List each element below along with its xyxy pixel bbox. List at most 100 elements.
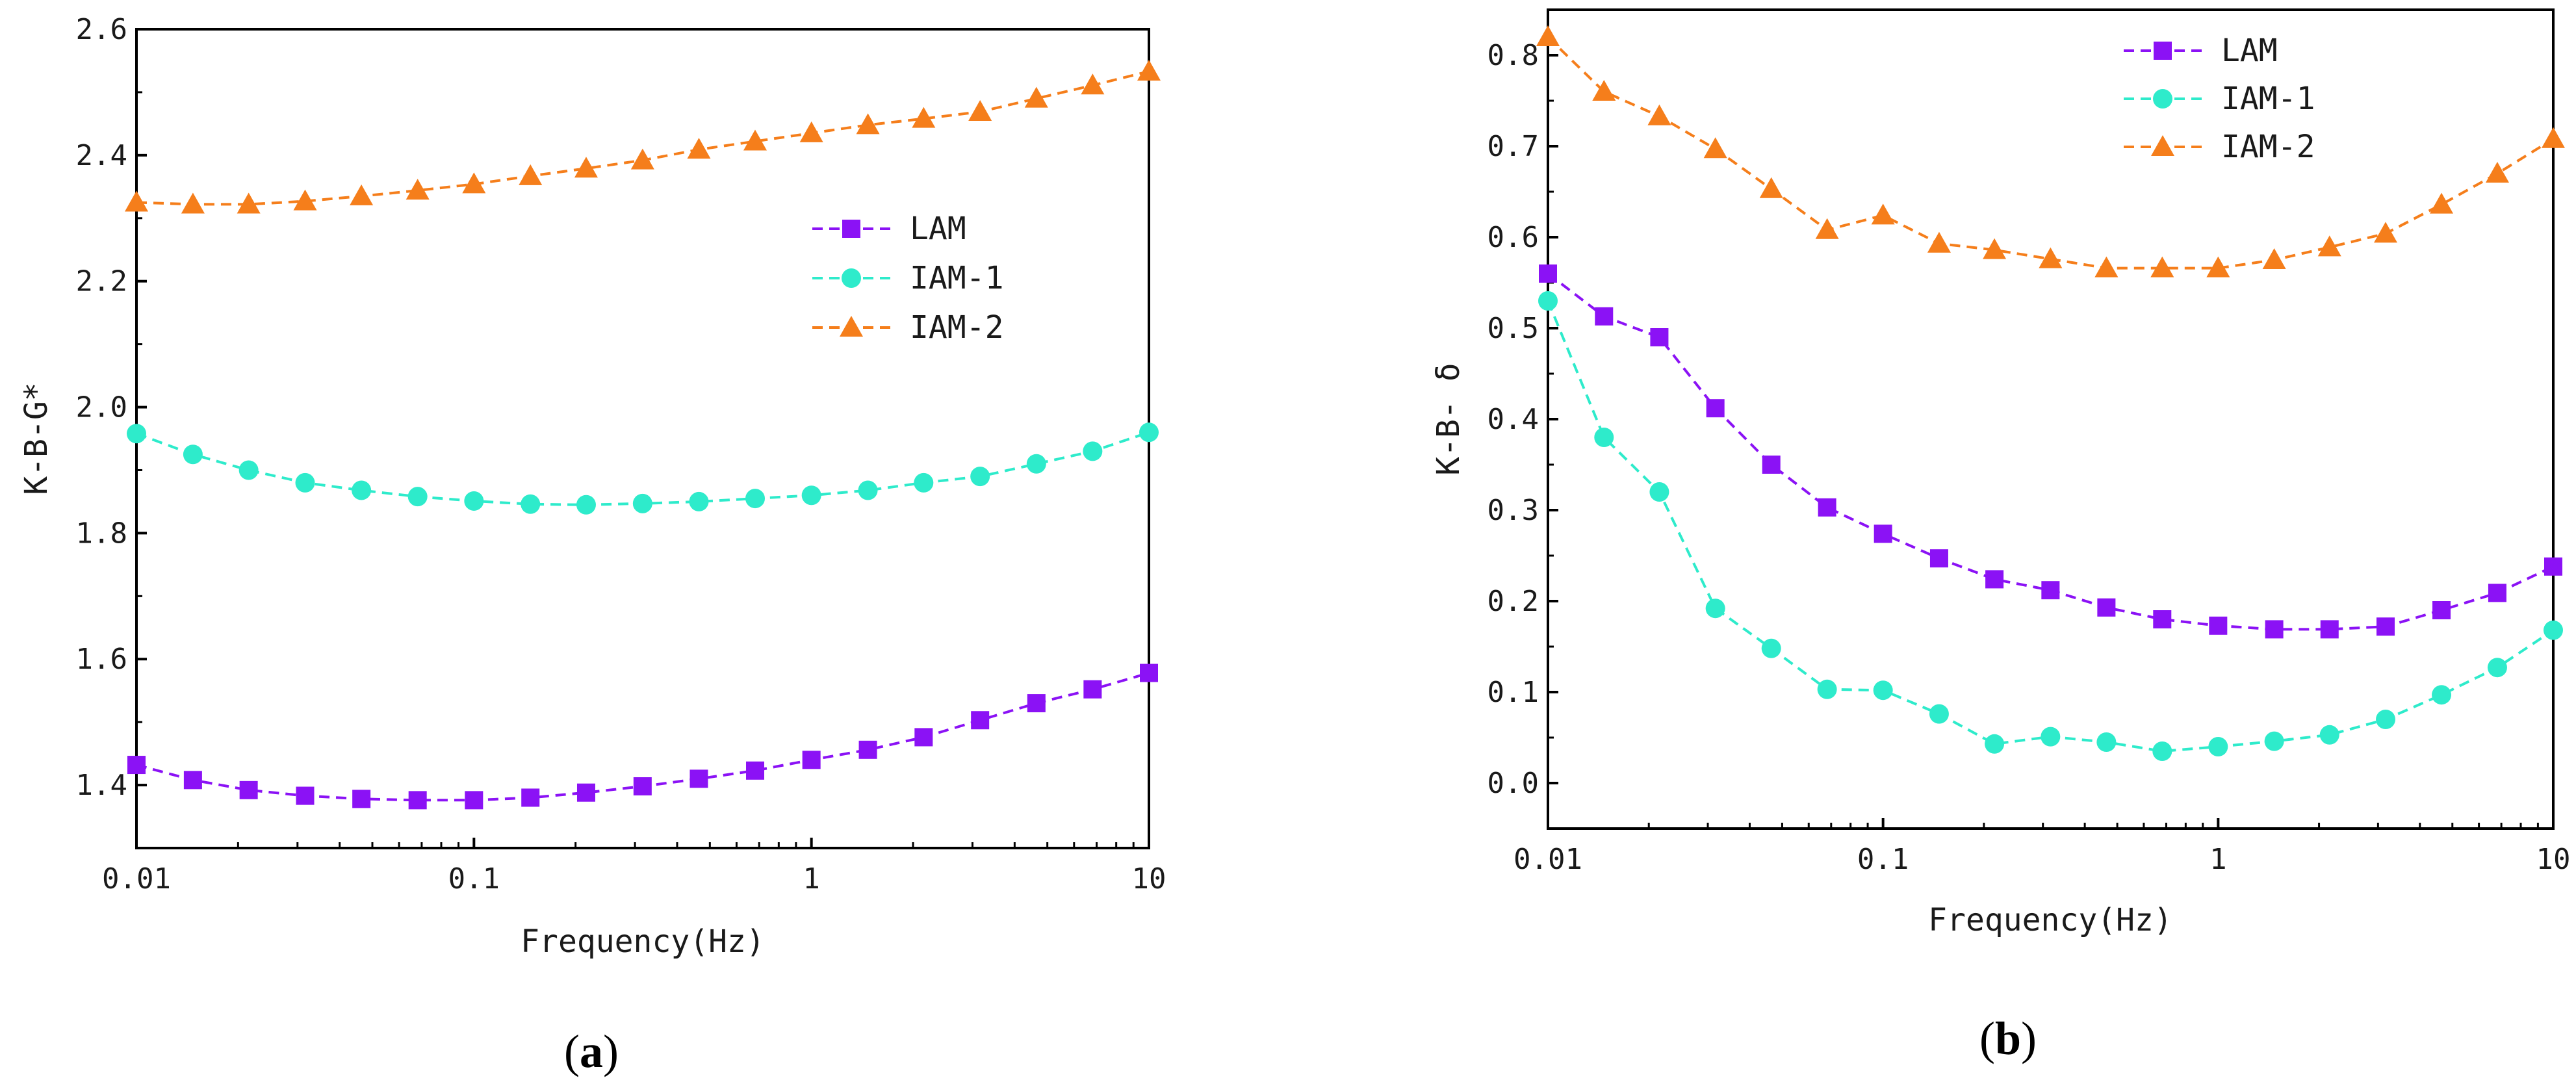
panel-b-series-line-iam-1 <box>1547 300 2555 753</box>
panel-a-point-lam <box>746 761 765 780</box>
panel-b-point-iam-2 <box>2150 256 2174 277</box>
panel-a-point-iam-2 <box>519 164 543 185</box>
panel-b-y-tick-label: 0.3 <box>1488 494 1539 527</box>
panel-b-x-tick-label: 0.01 <box>1513 843 1582 876</box>
panel-b-y-tick-label: 0.2 <box>1488 585 1539 618</box>
panel-a-point-lam <box>183 771 202 790</box>
panel-b-point-iam-2 <box>1536 25 1560 46</box>
panel-a-point-iam-1 <box>183 444 203 465</box>
panel-b-plot-frame <box>1547 8 2555 830</box>
panel-b-point-iam-1 <box>2041 727 2061 747</box>
panel-a-point-iam-2 <box>350 184 374 205</box>
panel-b-point-iam-2 <box>1759 177 1783 198</box>
panel-a-y-tick-label: 2.2 <box>76 265 127 298</box>
panel-a-legend-marker-lam <box>842 220 860 238</box>
panel-b-point-iam-1 <box>2432 685 2452 705</box>
panel-b-point-iam-1 <box>1761 638 1781 658</box>
panel-a-point-iam-2 <box>237 192 261 214</box>
panel-b-point-lam <box>1650 328 1669 346</box>
panel-a-point-iam-1 <box>801 485 821 506</box>
panel-a-point-lam <box>633 777 652 796</box>
panel-a-point-iam-1 <box>576 495 596 515</box>
panel-a-y-tick-label: 1.4 <box>76 769 127 802</box>
panel-a-point-iam-1 <box>295 472 315 493</box>
panel-a-chart: 1.4 1.6 1.8 2.0 2.2 2.4 2.6 0.01 0.1 1 10 Frequency… <box>18 13 1166 960</box>
panel-a-caption: (a) <box>564 1025 619 1077</box>
panel-b-point-iam-1 <box>2264 731 2284 751</box>
panel-a-point-iam-1 <box>689 491 709 511</box>
panel-b-point-iam-2 <box>1647 104 1671 125</box>
panel-a-point-lam <box>858 740 877 759</box>
panel-a-point-lam <box>1140 663 1158 682</box>
panel-b-x-axis-title: Frequency(Hz) <box>1928 902 2172 938</box>
panel-a-point-lam <box>296 786 315 805</box>
panel-b-point-lam <box>1539 264 1557 283</box>
panel-a-point-iam-1 <box>858 480 878 500</box>
panel-a-point-iam-1 <box>914 472 934 493</box>
panel-a-point-iam-2 <box>406 179 430 200</box>
panel-b-legend-marker-lam <box>2154 42 2172 60</box>
panel-a-point-iam-2 <box>293 189 317 211</box>
panel-a-point-iam-2 <box>799 121 823 142</box>
panel-a-series-line-iam-2 <box>136 70 1150 206</box>
panel-b-point-lam <box>1929 549 1948 568</box>
panel-a-y-tick-label: 2.0 <box>76 391 127 424</box>
panel-a-point-iam-1 <box>127 424 146 444</box>
panel-a-legend-label-iam-2: IAM-2 <box>910 309 1004 346</box>
panel-a-legend-marker-iam-2 <box>840 316 863 337</box>
panel-b-point-iam-1 <box>2096 732 2117 752</box>
panel-a-point-iam-1 <box>1083 441 1103 461</box>
panel-b-point-iam-2 <box>1815 218 1839 239</box>
panel-b-point-iam-1 <box>1649 482 1669 502</box>
panel-b-point-iam-1 <box>1817 679 1837 699</box>
panel-a-point-iam-1 <box>521 494 541 514</box>
panel-b-point-iam-2 <box>1703 137 1727 159</box>
panel-a-point-iam-1 <box>352 480 372 500</box>
panel-b-point-lam <box>2320 620 2339 639</box>
panel-b-point-iam-1 <box>2208 737 2228 756</box>
panel-b-y-tick-label: 0.7 <box>1488 130 1539 163</box>
panel-b-legend-label-iam-2: IAM-2 <box>2221 129 2315 165</box>
panel-b-y-tick-label: 0.8 <box>1488 39 1539 72</box>
panel-a-point-iam-2 <box>574 157 598 178</box>
panel-a-point-iam-2 <box>630 148 654 170</box>
panel-b-point-iam-2 <box>1927 231 1951 253</box>
panel-a-point-iam-1 <box>1026 454 1046 474</box>
panel-b-point-lam <box>2097 598 2116 617</box>
panel-b-point-iam-1 <box>1873 680 1893 701</box>
panel-b-point-iam-2 <box>2430 192 2454 214</box>
panel-b-point-lam <box>2153 610 2172 628</box>
panel-b-point-iam-1 <box>2152 741 2172 761</box>
panel-b-y-tick-label: 0.1 <box>1488 676 1539 709</box>
panel-b-caption: (b) <box>1979 1012 2037 1064</box>
panel-a-point-iam-2 <box>1137 59 1161 81</box>
panel-b-point-iam-2 <box>2317 235 2341 257</box>
panel-a-point-iam-2 <box>687 138 711 159</box>
panel-a-point-iam-2 <box>856 113 880 135</box>
panel-b-point-lam <box>2544 557 2562 576</box>
panel-a-legend-marker-iam-1 <box>842 268 861 288</box>
panel-b-point-lam <box>1595 307 1614 326</box>
panel-b-point-iam-1 <box>2487 658 2507 678</box>
panel-b-point-iam-1 <box>1538 291 1558 311</box>
panel-a-x-tick-label: 0.01 <box>102 862 171 895</box>
panel-b-point-lam <box>2488 584 2506 602</box>
panel-b-point-iam-2 <box>1592 80 1616 101</box>
panel-a-point-lam <box>127 756 146 775</box>
panel-a-point-lam <box>971 711 990 730</box>
panel-a-point-iam-2 <box>1081 73 1105 95</box>
panel-b-point-iam-1 <box>2544 620 2563 640</box>
panel-a-point-iam-2 <box>462 172 486 194</box>
panel-b-y-tick-label: 0.0 <box>1488 767 1539 800</box>
panel-a-point-iam-1 <box>464 491 484 511</box>
panel-b-point-iam-1 <box>2319 725 2339 745</box>
panel-a-y-tick-label: 1.6 <box>76 643 127 676</box>
panel-b-point-iam-2 <box>2262 248 2286 269</box>
panel-b-point-lam <box>1985 570 2004 589</box>
panel-a-point-lam <box>521 788 540 807</box>
panel-a-point-lam <box>689 769 708 788</box>
panel-a-y-axis-title: K-B-G* <box>18 382 55 495</box>
panel-b-point-lam <box>2432 601 2451 619</box>
panel-a-point-lam <box>465 791 483 810</box>
